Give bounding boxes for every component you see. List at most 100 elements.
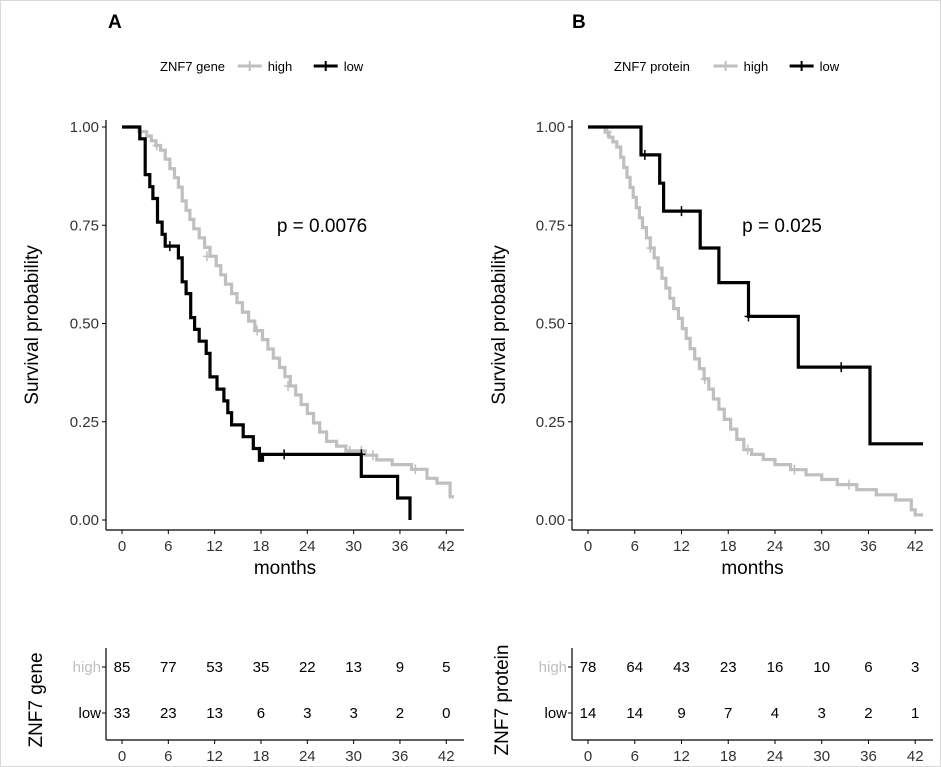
x-tick-label: 36	[860, 538, 877, 555]
risk-table-value: 2	[864, 705, 872, 722]
risk-table-x-tick-label: 0	[118, 748, 126, 765]
risk-table-value: 13	[345, 659, 362, 676]
risk-table-x-tick-label: 18	[720, 748, 737, 765]
y-tick-label: 0.50	[536, 316, 565, 333]
risk-table-x-tick-label: 30	[813, 748, 830, 765]
survival-curve-high	[122, 125, 454, 499]
risk-table-x-tick-label: 36	[392, 748, 409, 765]
panel-a: A ZNF7 gene high low 0.00 0.25 0.50 0.75 1.00 0 6 1…	[22, 12, 464, 765]
risk-table-value: 14	[580, 705, 597, 722]
x-tick-label: 6	[631, 538, 639, 555]
y-tick-label: 0.75	[536, 217, 565, 234]
risk-table-value: 2	[396, 705, 404, 722]
risk-table-value: 22	[299, 659, 316, 676]
x-tick-label: 6	[164, 538, 172, 555]
risk-table-value: 5	[442, 659, 450, 676]
risk-table-value: 77	[160, 659, 177, 676]
risk-table-value: 10	[813, 659, 830, 676]
risk-table-value: 53	[206, 659, 223, 676]
risk-table-value: 3	[911, 659, 919, 676]
x-tick-label: 18	[253, 538, 270, 555]
y-tick-label: 0.25	[70, 414, 99, 431]
x-tick-label: 0	[584, 538, 592, 555]
p-value-annotation: p = 0.0076	[277, 216, 367, 237]
y-tick-label: 0.50	[70, 316, 99, 333]
y-axis-label: Survival probability	[22, 245, 43, 405]
legend-entry-low: low	[820, 59, 840, 74]
survival-curve-low	[588, 125, 923, 446]
risk-table-value: 33	[114, 705, 131, 722]
risk-table-value: 9	[396, 659, 404, 676]
risk-table-value: 0	[442, 705, 450, 722]
risk-table-value: 35	[253, 659, 270, 676]
risk-table-x-tick-label: 6	[164, 748, 172, 765]
risk-table-value: 13	[206, 705, 223, 722]
risk-table-x-tick-label: 0	[584, 748, 592, 765]
risk-table-value: 78	[580, 659, 597, 676]
x-tick-label: 30	[813, 538, 830, 555]
y-tick-label: 0.25	[536, 414, 565, 431]
legend-entry-high: high	[744, 59, 769, 74]
x-tick-label: 12	[673, 538, 690, 555]
legend-title: ZNF7 protein	[614, 59, 690, 74]
risk-table-value: 85	[114, 659, 131, 676]
x-tick-label: 0	[118, 538, 126, 555]
y-tick-label: 1.00	[536, 119, 565, 136]
risk-table-x-tick-label: 12	[206, 748, 223, 765]
x-tick-label: 24	[767, 538, 784, 555]
y-tick-label: 0.00	[536, 512, 565, 529]
x-tick-label: 42	[907, 538, 924, 555]
legend: ZNF7 gene high low	[160, 59, 364, 74]
risk-table-x-tick-label: 42	[438, 748, 455, 765]
y-tick-label: 0.00	[70, 512, 99, 529]
risk-table-x-tick-label: 6	[631, 748, 639, 765]
risk-table-value: 43	[673, 659, 690, 676]
legend-entry-low: low	[344, 59, 364, 74]
x-tick-label: 42	[438, 538, 455, 555]
x-axis-label: months	[721, 558, 783, 579]
x-tick-label: 30	[345, 538, 362, 555]
risk-table-value: 23	[160, 705, 177, 722]
risk-table-value: 3	[303, 705, 311, 722]
risk-table-x-tick-label: 18	[253, 748, 270, 765]
risk-table-x-tick-label: 24	[767, 748, 784, 765]
y-tick-label: 1.00	[70, 119, 99, 136]
x-tick-label: 36	[392, 538, 409, 555]
risk-table-y-label: ZNF7 gene	[26, 652, 47, 747]
risk-table-x-tick-label: 12	[673, 748, 690, 765]
risk-table-x-tick-label: 42	[907, 748, 924, 765]
risk-table-x-tick-label: 24	[299, 748, 316, 765]
risk-table-value: 9	[677, 705, 685, 722]
risk-table-x-tick-label: 30	[345, 748, 362, 765]
risk-table-value: 1	[911, 705, 919, 722]
survival-curve-high	[588, 125, 923, 517]
legend-title: ZNF7 gene	[160, 59, 225, 74]
risk-table-value: 3	[349, 705, 357, 722]
risk-table-value: 64	[626, 659, 643, 676]
risk-table-row-label-low: low	[78, 705, 101, 722]
x-axis-label: months	[254, 558, 316, 579]
risk-table-value: 16	[767, 659, 784, 676]
panel-label: A	[108, 12, 122, 33]
y-tick-label: 0.75	[70, 217, 99, 234]
survival-curve-low	[122, 125, 412, 520]
risk-table-value: 23	[720, 659, 737, 676]
risk-table-row-label-low: low	[544, 705, 567, 722]
risk-table-value: 3	[818, 705, 826, 722]
risk-table-x-tick-label: 36	[860, 748, 877, 765]
risk-table-value: 6	[864, 659, 872, 676]
risk-table-value: 7	[724, 705, 732, 722]
risk-table-value: 14	[626, 705, 643, 722]
risk-table-y-label: ZNF7 protein	[492, 645, 513, 756]
x-tick-label: 12	[206, 538, 223, 555]
legend-entry-high: high	[268, 59, 293, 74]
panel-label: B	[572, 12, 586, 33]
risk-table-row-label-high: high	[539, 659, 567, 676]
p-value-annotation: p = 0.025	[742, 216, 822, 237]
risk-table-value: 6	[257, 705, 265, 722]
x-tick-label: 18	[720, 538, 737, 555]
risk-table-value: 4	[771, 705, 779, 722]
